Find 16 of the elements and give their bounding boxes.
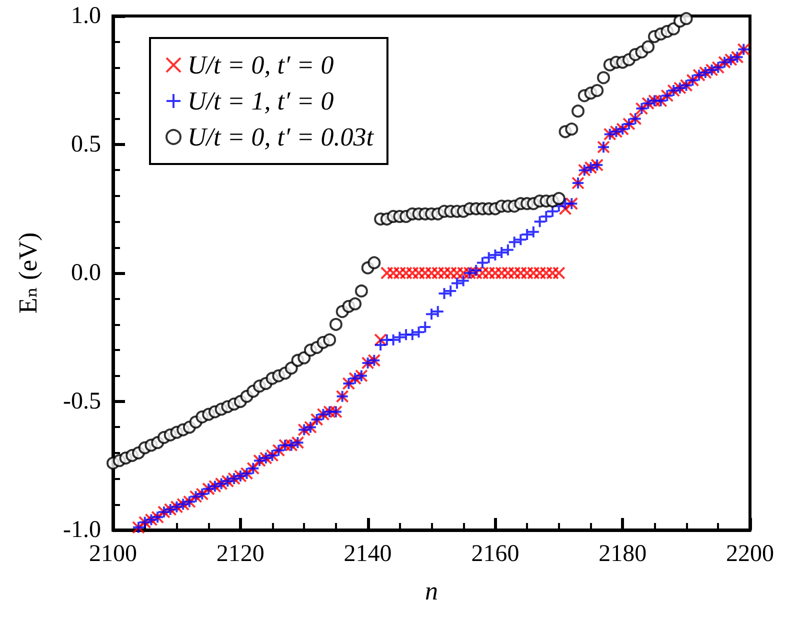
x-tick-label: 2100 <box>89 541 137 567</box>
y-axis-title: Eₙ (eV) <box>14 232 42 314</box>
x-axis-title: n <box>425 576 438 606</box>
x-tick-label: 2180 <box>598 541 647 567</box>
legend-label: U/t = 0, t′ = 0 <box>188 50 334 80</box>
x-tick-label: 2140 <box>344 541 392 567</box>
y-tick-label: -0.5 <box>63 388 101 414</box>
y-tick-label: 1.0 <box>71 3 101 29</box>
y-tick-label: 0.0 <box>71 260 101 286</box>
x-tick-label: 2160 <box>471 541 520 567</box>
x-tick-label: 2120 <box>216 541 264 567</box>
y-tick-label: -1.0 <box>63 517 101 543</box>
legend-label: U/t = 0, t′ = 0.03t <box>188 122 374 152</box>
legend-label: U/t = 1, t′ = 0 <box>188 86 334 116</box>
x-tick-label: 2200 <box>726 541 774 567</box>
y-tick-label: 0.5 <box>71 132 101 158</box>
